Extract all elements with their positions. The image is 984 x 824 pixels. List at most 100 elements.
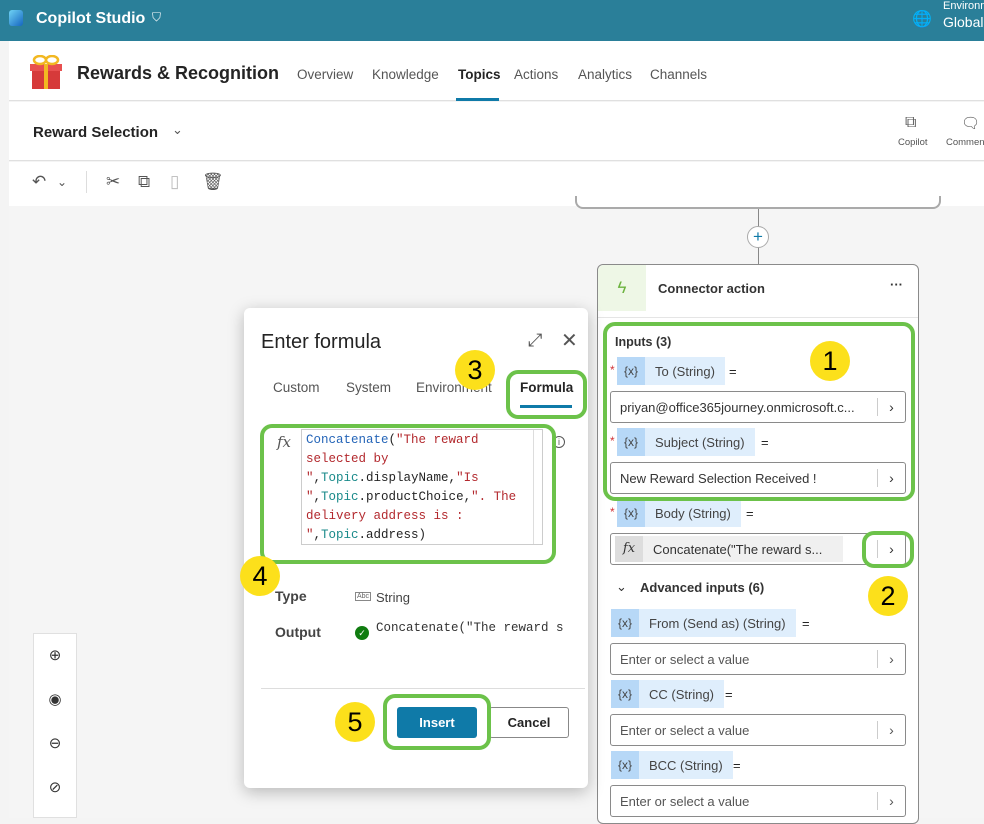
chevron-right-icon[interactable]: › (877, 721, 905, 739)
string-type-icon: Abc (355, 592, 372, 601)
copilot-studio-logo-icon (9, 10, 23, 26)
annotation-badge-2: 2 (868, 576, 908, 616)
copy-icon[interactable]: ⧉ (138, 172, 151, 191)
chevron-right-icon[interactable]: › (877, 469, 905, 487)
subject-label: Subject (String) (655, 434, 745, 450)
cc-placeholder: Enter or select a value (620, 722, 750, 738)
active-tab-indicator (520, 405, 572, 408)
advanced-inputs-toggle[interactable]: Advanced inputs (6) (640, 580, 765, 595)
chevron-down-icon[interactable]: ⌄ (172, 122, 183, 137)
undo-icon[interactable]: ↶ (32, 172, 47, 191)
annotation-box-body-chevron (862, 531, 914, 568)
output-label: Output (275, 624, 321, 640)
nav-topics[interactable]: Topics (458, 67, 501, 82)
from-field[interactable]: Enter or select a value › (610, 643, 906, 675)
subject-value: New Reward Selection Received ! (620, 470, 817, 486)
to-field[interactable]: priyan@office365journey.onmicrosoft.c...… (610, 391, 906, 423)
annotation-box-insert (383, 694, 491, 750)
to-chip: {x} To (String) (617, 357, 725, 385)
body-field[interactable]: fx Concatenate("The reward s... › (610, 533, 906, 565)
variable-icon: {x} (611, 680, 639, 708)
topic-name[interactable]: Reward Selection (33, 124, 159, 141)
shield-icon: ⛉ (152, 10, 162, 24)
cc-chip: {x} CC (String) (611, 680, 725, 708)
nav-channels[interactable]: Channels (650, 67, 708, 82)
nav-actions[interactable]: Actions (514, 67, 559, 82)
output-value: Concatenate("The reward s (376, 621, 564, 635)
paste-icon[interactable]: ▯ (170, 172, 180, 191)
environment-value[interactable]: Global (943, 14, 984, 30)
editor-scrollbar[interactable] (533, 430, 542, 544)
body-chip: {x} Body (String) (617, 499, 741, 527)
copilot-label[interactable]: Copilot (898, 137, 928, 148)
globe-icon[interactable]: 🌐 (912, 11, 932, 28)
topic-title-bar: Reward Selection ⌄ ⧉ Copilot 🗨 Comments (9, 102, 984, 161)
chevron-right-icon[interactable]: › (877, 792, 905, 810)
bcc-chip: {x} BCC (String) (611, 751, 733, 779)
divider (598, 317, 918, 318)
formula-chip[interactable]: fx Concatenate("The reward s... (615, 536, 843, 562)
environment-label: Environment (943, 0, 984, 12)
annotation-box-formula-tab (506, 370, 587, 419)
delete-icon[interactable]: 🗑 (202, 172, 224, 191)
annotation-badge-4: 4 (240, 556, 280, 596)
add-node-button[interactable]: + (747, 226, 769, 248)
tab-formula[interactable]: Formula (520, 380, 574, 395)
minimap-toggle-icon[interactable]: ⊘ (48, 779, 62, 796)
variable-icon: {x} (617, 499, 645, 527)
zoom-out-icon[interactable]: ⊖ (48, 735, 62, 752)
connector-action-card[interactable]: ϟ Connector action ··· Inputs (3) * {x} T… (597, 264, 919, 824)
to-value: priyan@office365journey.onmicrosoft.c... (620, 399, 855, 415)
cut-icon[interactable]: ✂ (106, 172, 121, 191)
comment-icon[interactable]: 🗨 (961, 115, 981, 132)
annotation-badge-3: 3 (455, 350, 495, 390)
chevron-down-icon[interactable]: ⌄ (57, 175, 68, 189)
divider (261, 688, 585, 689)
comments-label[interactable]: Comments (946, 137, 984, 148)
nav-overview[interactable]: Overview (297, 67, 354, 82)
zoom-in-icon[interactable]: ⊕ (48, 647, 62, 664)
required-icon: * (610, 434, 615, 448)
annotation-box-inputs (603, 322, 915, 501)
body-value: Concatenate("The reward s... (653, 541, 823, 557)
tab-system[interactable]: System (346, 380, 392, 395)
nav-knowledge[interactable]: Knowledge (372, 67, 439, 82)
app-name[interactable]: Copilot Studio (36, 10, 146, 27)
equals: = (802, 616, 810, 631)
tab-custom[interactable]: Custom (273, 380, 320, 395)
insert-button[interactable]: Insert (397, 707, 477, 738)
subject-field[interactable]: New Reward Selection Received ! › (610, 462, 906, 494)
recenter-icon[interactable]: ◉ (48, 691, 62, 708)
subject-chip: {x} Subject (String) (617, 428, 755, 456)
annotation-badge-5: 5 (335, 702, 375, 742)
copilot-icon[interactable]: ⧉ (905, 114, 917, 131)
chevron-right-icon[interactable]: › (877, 650, 905, 668)
card-title: Connector action (658, 281, 765, 296)
equals: = (729, 364, 737, 379)
dialog-title: Enter formula (261, 331, 382, 353)
bcc-label: BCC (String) (649, 757, 723, 773)
annotation-box-formula-editor (260, 424, 556, 564)
variable-icon: {x} (611, 751, 639, 779)
bcc-field[interactable]: Enter or select a value › (610, 785, 906, 817)
previous-node[interactable] (575, 196, 941, 209)
agent-name: Rewards & Recognition (77, 63, 280, 83)
chevron-right-icon[interactable]: › (877, 540, 905, 558)
top-bar: Copilot Studio ⛉ 🌐 Environment Global (0, 0, 984, 41)
expand-icon[interactable]: ⤢ (528, 330, 543, 350)
zoom-controls: ⊕ ◉ ⊖ ⊘ (33, 633, 77, 818)
chevron-down-icon[interactable]: ⌄ (616, 579, 627, 594)
chevron-right-icon[interactable]: › (877, 398, 905, 416)
more-options-icon[interactable]: ··· (890, 277, 903, 292)
formula-text: Concatenate("The reward selected by ",To… (306, 433, 517, 542)
equals: = (733, 758, 741, 773)
to-label: To (String) (655, 363, 715, 379)
cc-field[interactable]: Enter or select a value › (610, 714, 906, 746)
nav-analytics[interactable]: Analytics (578, 67, 633, 82)
body-label: Body (String) (655, 505, 731, 521)
inputs-label: Inputs (3) (615, 335, 672, 349)
close-icon[interactable]: ✕ (561, 330, 578, 352)
equals: = (746, 506, 754, 521)
formula-editor[interactable]: Concatenate("The reward selected by ",To… (301, 429, 543, 545)
cancel-button[interactable]: Cancel (489, 707, 569, 738)
